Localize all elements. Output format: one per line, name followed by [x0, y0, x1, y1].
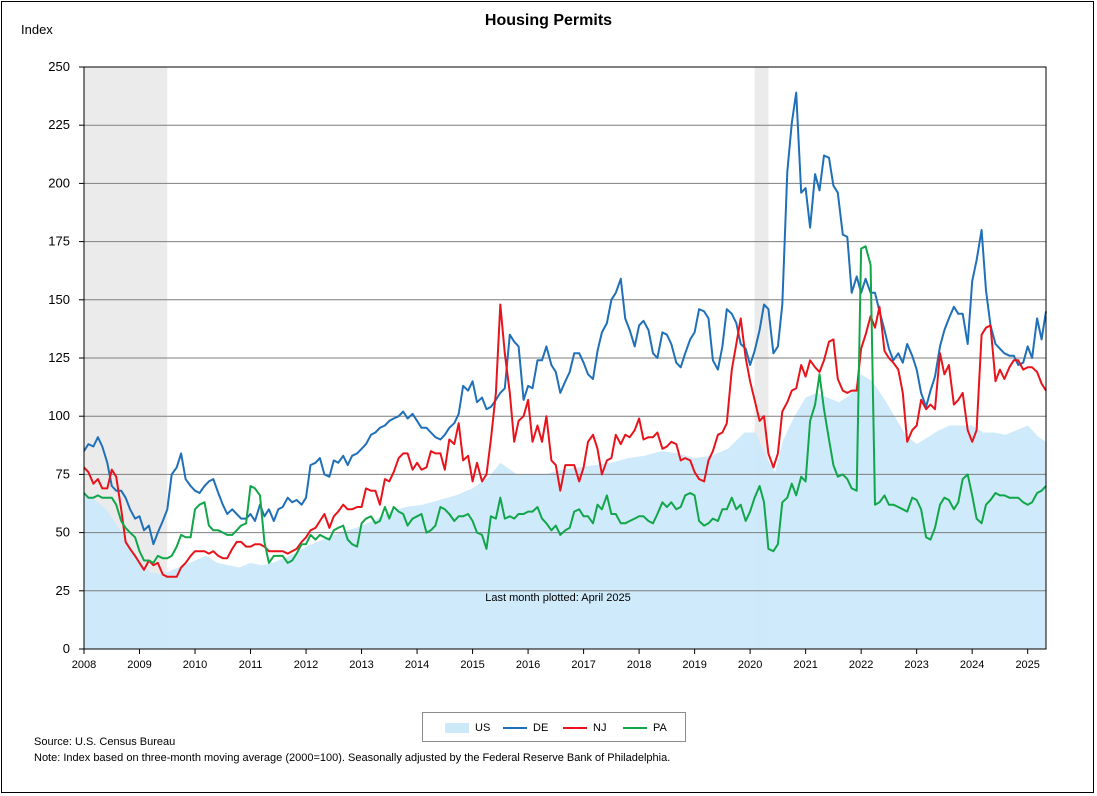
- y-tick-label-175: 175: [48, 234, 70, 249]
- y-tick-label-0: 0: [63, 641, 70, 656]
- y-axis-unit-label: Index: [21, 22, 53, 37]
- legend-swatch-de: [503, 727, 527, 729]
- legend-label-de: DE: [533, 722, 549, 734]
- series-line-nj: [83, 303, 1047, 578]
- legend-item-pa: PA: [623, 721, 667, 735]
- x-tick-label-2025: 2025: [1015, 659, 1039, 671]
- y-tick-label-200: 200: [48, 175, 70, 190]
- x-tick-label-2016: 2016: [516, 659, 540, 671]
- source-note: Source: U.S. Census Bureau: [34, 736, 176, 748]
- tick-labels: 0 25 50 75 100 125 150 175 200 225 250 2008 2009 2010…: [48, 59, 1040, 671]
- series-line-de: [83, 91, 1047, 546]
- x-tick-label-2008: 2008: [72, 659, 96, 671]
- series-area-us: [84, 374, 1046, 649]
- x-tick-label-2024: 2024: [960, 659, 984, 671]
- x-tick-label-2009: 2009: [127, 659, 151, 671]
- legend-item-us: US: [445, 721, 490, 735]
- legend-item-de: DE: [503, 721, 548, 735]
- y-tick-label-25: 25: [56, 583, 70, 598]
- legend-swatch-pa: [623, 727, 647, 729]
- legend-item-nj: NJ: [563, 721, 606, 735]
- x-tick-label-2011: 2011: [239, 659, 263, 671]
- x-tick-label-2012: 2012: [294, 659, 318, 671]
- y-tick-label-125: 125: [48, 350, 70, 365]
- y-tick-label-150: 150: [48, 292, 70, 307]
- legend: US DE NJ PA: [422, 712, 686, 742]
- y-tick-label-250: 250: [48, 59, 70, 74]
- series-line-pa: [83, 245, 1047, 564]
- chart-title: Housing Permits: [484, 12, 613, 29]
- legend-label-nj: NJ: [593, 722, 607, 734]
- y-tick-label-75: 75: [56, 466, 70, 481]
- chart-annotation: Last month plotted: April 2025: [485, 592, 631, 604]
- x-tick-label-2010: 2010: [183, 659, 207, 671]
- legend-label-us: US: [475, 722, 491, 734]
- x-tick-label-2018: 2018: [627, 659, 651, 671]
- legend-swatch-us: [445, 723, 469, 733]
- y-tick-label-100: 100: [48, 408, 70, 423]
- x-tick-label-2021: 2021: [793, 659, 817, 671]
- y-tick-label-225: 225: [48, 117, 70, 132]
- axes: [79, 66, 1047, 654]
- us-area-layer: [84, 374, 1046, 649]
- plot-area: 0 25 50 75 100 125 150 175 200 225 250 2008 2009 2010…: [48, 59, 1047, 671]
- y-tick-label-50: 50: [56, 525, 70, 540]
- x-tick-label-2020: 2020: [738, 659, 762, 671]
- x-tick-label-2019: 2019: [682, 659, 706, 671]
- legend-swatch-nj: [563, 727, 587, 729]
- footnote: Note: Index based on three-month moving …: [34, 752, 671, 764]
- legend-label-pa: PA: [653, 722, 667, 734]
- x-tick-label-2022: 2022: [849, 659, 873, 671]
- x-tick-label-2023: 2023: [904, 659, 928, 671]
- x-tick-label-2013: 2013: [349, 659, 373, 671]
- x-tick-label-2015: 2015: [460, 659, 484, 671]
- series-lines: [83, 91, 1047, 578]
- x-tick-label-2017: 2017: [571, 659, 595, 671]
- x-tick-label-2014: 2014: [405, 659, 429, 671]
